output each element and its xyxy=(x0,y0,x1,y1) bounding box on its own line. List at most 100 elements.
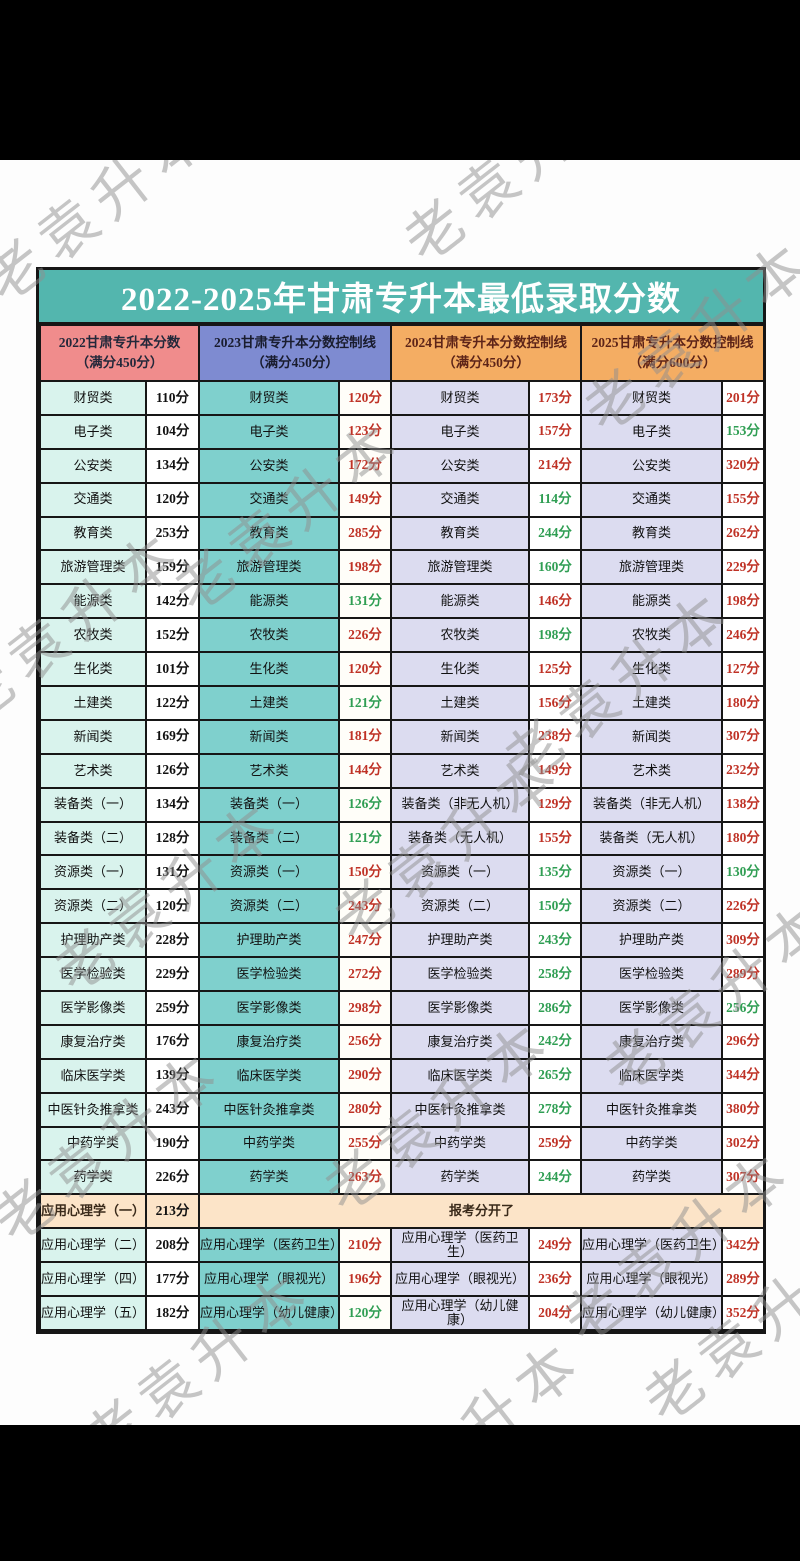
score-cell-2023: 290分 xyxy=(338,1057,392,1094)
category-cell-2022: 新闻类 xyxy=(39,718,147,755)
score-cell-2022: 159分 xyxy=(145,549,200,586)
score-cell-2023: 120分 xyxy=(338,380,392,416)
category-cell-2025: 中医针灸推拿类 xyxy=(580,1091,723,1128)
column-header-sub: （满分600分） xyxy=(628,355,717,370)
category-cell-2025: 交通类 xyxy=(580,481,723,518)
score-cell-2025: 380分 xyxy=(721,1091,765,1128)
score-cell-2025: 296分 xyxy=(721,1023,765,1060)
category-cell-2022: 装备类（一） xyxy=(39,786,147,823)
score-cell-2024: 150分 xyxy=(528,888,582,925)
table-row: 应用心理学（四） 177分 应用心理学（眼视光） 196分 应用心理学（眼视光）… xyxy=(39,1261,765,1298)
table-row: 交通类 120分 交通类 149分 交通类 114分 交通类 155分 xyxy=(39,481,765,518)
category-cell-2023: 教育类 xyxy=(198,515,340,552)
category-cell-2024: 财贸类 xyxy=(390,380,530,416)
category-cell-2024: 电子类 xyxy=(390,413,530,450)
score-cell-2022: 120分 xyxy=(145,481,200,518)
category-cell-2023: 康复治疗类 xyxy=(198,1023,340,1060)
table-row: 新闻类 169分 新闻类 181分 新闻类 238分 新闻类 307分 xyxy=(39,718,765,755)
score-cell-2025: 352分 xyxy=(721,1295,765,1331)
category-cell-2024: 药学类 xyxy=(390,1159,530,1196)
category-cell-2025: 医学检验类 xyxy=(580,956,723,993)
score-cell-2023: 298分 xyxy=(338,990,392,1026)
table-row: 装备类（二） 128分 装备类（二） 121分 装备类（无人机） 155分 装备… xyxy=(39,820,765,857)
category-cell-2024: 土建类 xyxy=(390,685,530,721)
merged-note-cell: 报考分开了 xyxy=(198,1193,765,1230)
header-row: 2022甘肃专升本分数 （满分450分） 2023甘肃专升本分数控制线 （满分4… xyxy=(39,324,765,382)
category-cell-2023: 应用心理学（幼儿健康） xyxy=(198,1295,340,1331)
score-cell-2022: 131分 xyxy=(145,854,200,891)
score-cell-2023: 255分 xyxy=(338,1125,392,1162)
category-cell-2025: 新闻类 xyxy=(580,718,723,755)
category-cell-2025: 资源类（二） xyxy=(580,888,723,925)
score-cell-2023: 198分 xyxy=(338,549,392,586)
score-cell-2023: 210分 xyxy=(338,1227,392,1264)
table-row: 农牧类 152分 农牧类 226分 农牧类 198分 农牧类 246分 xyxy=(39,617,765,654)
score-cell-2024: 125分 xyxy=(528,651,582,688)
category-cell-2024: 应用心理学（幼儿健康） xyxy=(390,1295,530,1331)
score-cell-2024: 129分 xyxy=(528,786,582,823)
score-cell-2024: 244分 xyxy=(528,515,582,552)
category-cell-2022: 公安类 xyxy=(39,447,147,484)
score-cell-2023: 121分 xyxy=(338,685,392,721)
score-cell-2023: 280分 xyxy=(338,1091,392,1128)
category-cell-2022: 交通类 xyxy=(39,481,147,518)
category-cell-2025: 能源类 xyxy=(580,583,723,620)
category-cell-2023: 资源类（二） xyxy=(198,888,340,925)
table-row: 艺术类 126分 艺术类 144分 艺术类 149分 艺术类 232分 xyxy=(39,752,765,789)
category-cell-2023: 资源类（一） xyxy=(198,854,340,891)
score-cell-2022: 253分 xyxy=(145,515,200,552)
table-row-merged: 应用心理学（一） 213分 报考分开了 xyxy=(39,1193,765,1230)
table-row: 能源类 142分 能源类 131分 能源类 146分 能源类 198分 xyxy=(39,583,765,620)
category-cell-2022: 资源类（一） xyxy=(39,854,147,891)
category-cell-2025: 教育类 xyxy=(580,515,723,552)
table-row: 中药学类 190分 中药学类 255分 中药学类 259分 中药学类 302分 xyxy=(39,1125,765,1162)
category-cell-2022: 临床医学类 xyxy=(39,1057,147,1094)
score-cell-2025: 307分 xyxy=(721,1159,765,1196)
score-cell-2024: 155分 xyxy=(528,820,582,857)
category-cell-2025: 装备类（无人机） xyxy=(580,820,723,857)
category-cell-2023: 生化类 xyxy=(198,651,340,688)
score-cell-2022: 142分 xyxy=(145,583,200,620)
category-cell-2024: 医学影像类 xyxy=(390,990,530,1026)
score-cell-2025: 302分 xyxy=(721,1125,765,1162)
table-row: 电子类 104分 电子类 123分 电子类 157分 电子类 153分 xyxy=(39,413,765,450)
score-cell-2023: 263分 xyxy=(338,1159,392,1196)
score-cell-2025: 226分 xyxy=(721,888,765,925)
category-cell-2024: 康复治疗类 xyxy=(390,1023,530,1060)
column-header-2024: 2024甘肃专升本分数控制线 （满分450分） xyxy=(390,324,582,382)
score-cell-2022: 177分 xyxy=(145,1261,200,1298)
category-cell-2023: 公安类 xyxy=(198,447,340,484)
category-cell-2022: 应用心理学（一） xyxy=(39,1193,147,1230)
table-row: 护理助产类 228分 护理助产类 247分 护理助产类 243分 护理助产类 3… xyxy=(39,922,765,959)
column-header-sub: （满分450分） xyxy=(75,355,164,370)
category-cell-2023: 临床医学类 xyxy=(198,1057,340,1094)
category-cell-2024: 中药学类 xyxy=(390,1125,530,1162)
table-row: 医学检验类 229分 医学检验类 272分 医学检验类 258分 医学检验类 2… xyxy=(39,956,765,993)
table-title: 2022-2025年甘肃专升本最低录取分数 xyxy=(39,270,763,324)
category-cell-2023: 药学类 xyxy=(198,1159,340,1196)
score-cell-2025: 155分 xyxy=(721,481,765,518)
score-cell-2023: 285分 xyxy=(338,515,392,552)
category-cell-2025: 电子类 xyxy=(580,413,723,450)
score-cell-2023: 272分 xyxy=(338,956,392,993)
table-row: 医学影像类 259分 医学影像类 298分 医学影像类 286分 医学影像类 2… xyxy=(39,990,765,1026)
category-cell-2022: 旅游管理类 xyxy=(39,549,147,586)
category-cell-2025: 公安类 xyxy=(580,447,723,484)
category-cell-2022: 农牧类 xyxy=(39,617,147,654)
table-row: 公安类 134分 公安类 172分 公安类 214分 公安类 320分 xyxy=(39,447,765,484)
category-cell-2022: 能源类 xyxy=(39,583,147,620)
score-cell-2024: 286分 xyxy=(528,990,582,1026)
category-cell-2023: 新闻类 xyxy=(198,718,340,755)
score-cell-2022: 126分 xyxy=(145,752,200,789)
category-cell-2025: 艺术类 xyxy=(580,752,723,789)
score-cell-2024: 238分 xyxy=(528,718,582,755)
category-cell-2022: 资源类（二） xyxy=(39,888,147,925)
category-cell-2024: 应用心理学（医药卫生） xyxy=(390,1227,530,1264)
score-cell-2023: 150分 xyxy=(338,854,392,891)
score-cell-2025: 232分 xyxy=(721,752,765,789)
category-cell-2022: 应用心理学（四） xyxy=(39,1261,147,1298)
score-cell-2023: 144分 xyxy=(338,752,392,789)
category-cell-2025: 康复治疗类 xyxy=(580,1023,723,1060)
category-cell-2024: 应用心理学（眼视光） xyxy=(390,1261,530,1298)
score-cell-2025: 180分 xyxy=(721,685,765,721)
